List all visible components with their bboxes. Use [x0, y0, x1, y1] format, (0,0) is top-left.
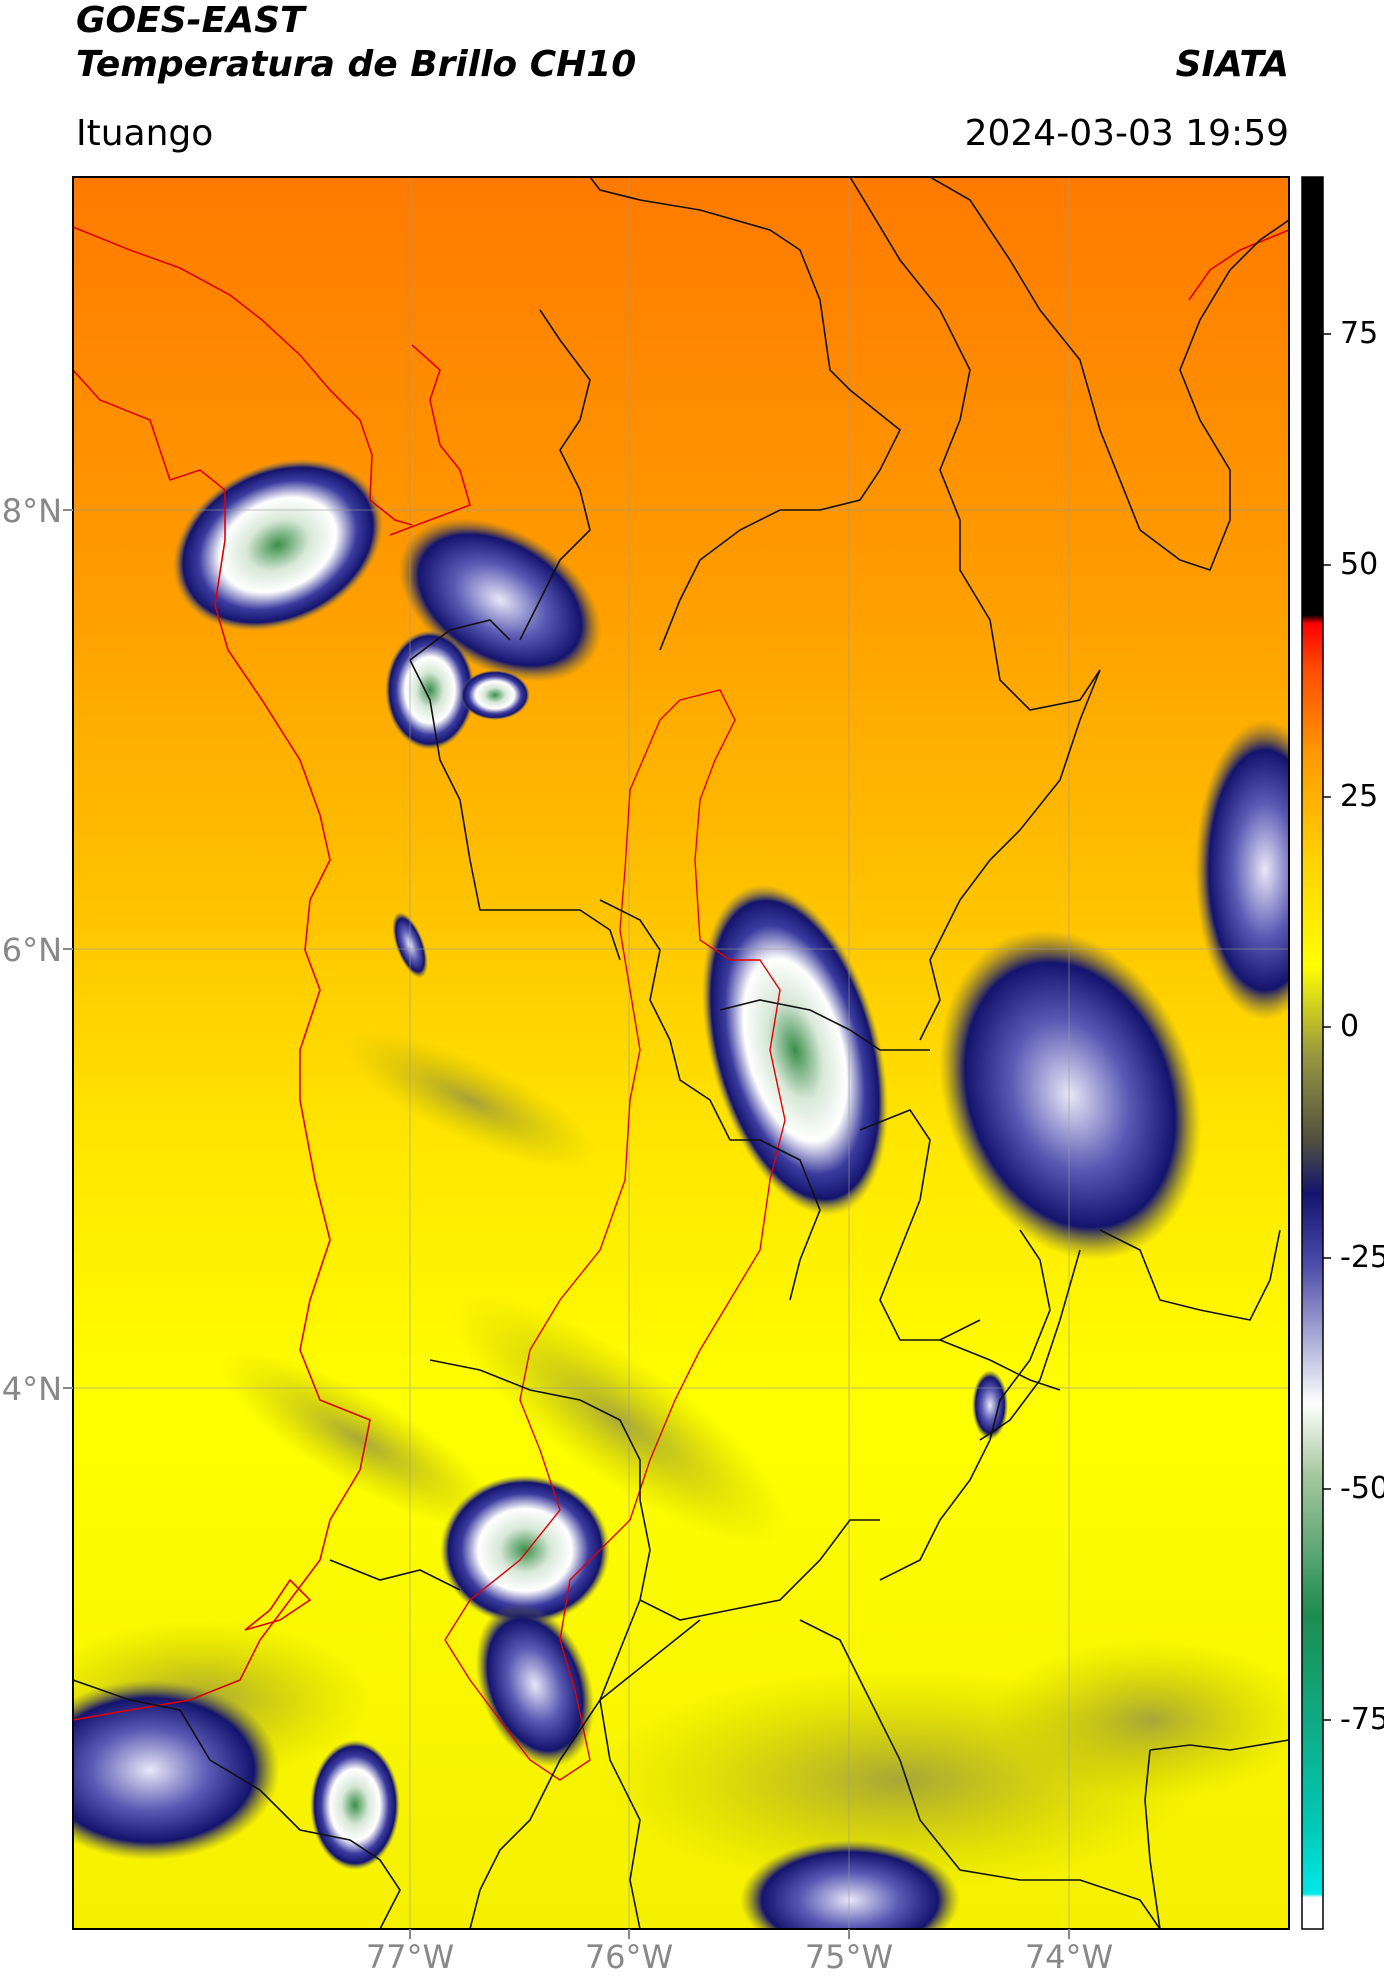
- coastline: [73, 226, 1289, 1721]
- colorbar-label-minus75: -75: [1340, 1702, 1384, 1737]
- location-label: Ituango: [76, 113, 214, 154]
- lon-label-77w: 77°W: [365, 1938, 455, 1976]
- colorbar: [1301, 176, 1324, 1930]
- cloud-cell-east: [1195, 720, 1289, 1020]
- cloud-cell-south: [440, 1475, 610, 1625]
- datetime-label: 2024-03-03 19:59: [964, 113, 1289, 154]
- lat-label-6n: 6°N: [1, 931, 62, 969]
- colorbar-label-75: 75: [1340, 316, 1379, 351]
- colorbar-ticks: [1323, 333, 1331, 1721]
- cloud-cell-magdalena: [938, 929, 1202, 1261]
- cloud-cell-bottom: [740, 1840, 960, 1929]
- map-frame: [72, 176, 1290, 1930]
- lon-label-74w: 74°W: [1024, 1938, 1114, 1976]
- cloud-cell-pacific: [73, 1680, 280, 1860]
- admin-boundaries: [73, 177, 1289, 1929]
- organization-label: SIATA: [1175, 44, 1289, 85]
- satellite-title: GOES-EAST: [76, 0, 305, 41]
- lat-label-8n: 8°N: [1, 492, 62, 530]
- colorbar-label-25: 25: [1340, 779, 1379, 814]
- colorbar-label-minus50: -50: [1340, 1471, 1384, 1506]
- colorbar-label-0: 0: [1340, 1009, 1360, 1044]
- graticule: [73, 177, 1289, 1929]
- lon-label-75w: 75°W: [804, 1938, 894, 1976]
- cloud-cell-small-1: [385, 630, 475, 750]
- cloud-cell-antioquia: [701, 884, 889, 1216]
- axis-ticks: [63, 509, 1070, 1939]
- product-title: Temperatura de Brillo CH10: [76, 44, 637, 85]
- cloud-cell-small-2: [460, 670, 530, 720]
- brightness-temperature-field: [73, 177, 1289, 1929]
- lat-label-4n: 4°N: [1, 1370, 62, 1408]
- colorbar-label-minus25: -25: [1340, 1240, 1384, 1275]
- cloud-cell-sw: [310, 1740, 400, 1870]
- colorbar-label-50: 50: [1340, 547, 1379, 582]
- lon-label-76w: 76°W: [584, 1938, 674, 1976]
